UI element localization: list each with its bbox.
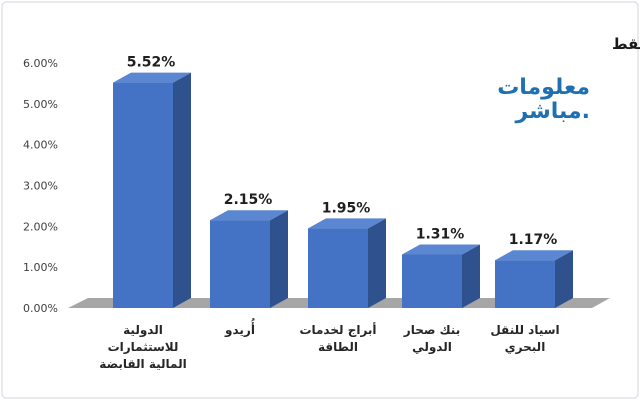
y-tick-label: 4.00% — [23, 139, 58, 152]
logo-line-2: مباشر. — [514, 99, 590, 124]
data-label: 5.52% — [127, 55, 176, 71]
bar — [402, 244, 480, 308]
bar — [495, 250, 573, 308]
bars — [113, 72, 573, 308]
y-tick-label: 6.00% — [23, 57, 58, 70]
bar-top — [402, 244, 480, 255]
y-axis: 0.00% 1.00% 2.00% 3.00% 4.00% 5.00% 6.00% — [23, 57, 58, 315]
data-labels: 5.52% 2.15% 1.95% 1.31% 1.17% — [127, 55, 558, 249]
bar-side — [173, 72, 191, 308]
category-label: بنك صحار الدولي — [403, 323, 460, 355]
bar-side — [368, 218, 386, 308]
bar-top — [495, 250, 573, 261]
bar-front — [495, 260, 555, 308]
bar-front — [113, 82, 173, 308]
data-label: 1.17% — [509, 232, 558, 248]
logo-line-1: معلومات — [497, 75, 590, 100]
category-label: أُريدو — [224, 318, 255, 338]
y-tick-label: 3.00% — [23, 180, 58, 193]
data-label: 2.15% — [224, 192, 273, 208]
bar-top — [113, 72, 191, 83]
chart-title: أكثر 5 أسهم رابحة ببورصة مسقط — [612, 34, 640, 53]
logo: معلومات مباشر. — [497, 75, 590, 124]
bar-front — [308, 228, 368, 308]
bar-side — [555, 250, 573, 308]
bar-top — [308, 218, 386, 229]
bar — [210, 210, 288, 308]
bar-side — [462, 244, 480, 308]
y-tick-label: 0.00% — [23, 302, 58, 315]
y-tick-label: 5.00% — [23, 98, 58, 111]
bar — [113, 72, 191, 308]
category-label: الدولية للاستثمارات المالية القابضة — [99, 323, 186, 371]
data-label: 1.31% — [416, 227, 465, 243]
y-tick-label: 1.00% — [23, 261, 58, 274]
bar-top — [210, 210, 288, 221]
y-tick-label: 2.00% — [23, 220, 58, 233]
bar-front — [402, 254, 462, 308]
bar-side — [270, 210, 288, 308]
data-label: 1.95% — [322, 200, 371, 216]
category-label: أبراج لخدمات الطاقة — [299, 322, 376, 354]
category-label: اسياد للنقل البحري — [490, 323, 559, 354]
bar-front — [210, 220, 270, 308]
bar — [308, 218, 386, 308]
x-axis: الدولية للاستثمارات المالية القابضة أُريدو أ… — [99, 318, 559, 371]
